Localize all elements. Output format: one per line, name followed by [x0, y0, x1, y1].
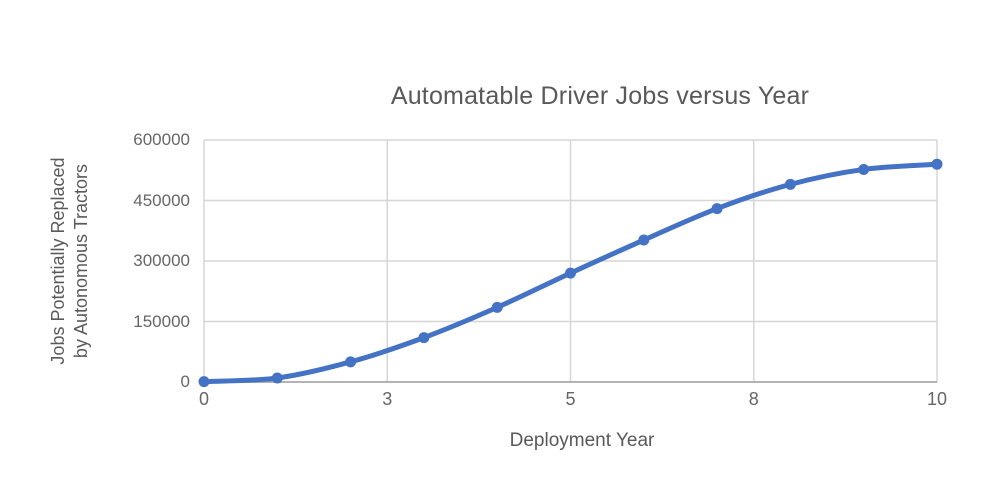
- data-point-marker: [638, 234, 650, 246]
- y-tick-label: 150000: [133, 311, 190, 331]
- y-axis-tick-labels: 0 150000 300000 450000 600000: [0, 0, 190, 487]
- data-point-marker: [931, 158, 943, 170]
- y-tick-label: 450000: [133, 190, 190, 210]
- x-tick-label: 3: [382, 389, 393, 409]
- plot-area: [198, 139, 943, 388]
- chart-title: Automatable Driver Jobs versus Year: [390, 82, 810, 110]
- data-point-marker: [784, 178, 796, 190]
- y-tick-label: 300000: [133, 251, 190, 270]
- x-tick-label: 5: [565, 389, 576, 409]
- data-point-marker: [345, 356, 357, 368]
- y-tick-label: 0: [180, 372, 190, 391]
- x-tick-label: 0: [198, 389, 210, 409]
- data-point-marker: [711, 203, 723, 215]
- x-axis-title: Deployment Year: [509, 430, 655, 451]
- y-tick-label: 600000: [133, 130, 190, 149]
- data-point-marker: [198, 376, 210, 388]
- data-point-marker: [418, 332, 430, 344]
- x-tick-label: 10: [926, 389, 948, 409]
- data-point-marker: [565, 267, 576, 279]
- data-point-marker: [858, 163, 870, 175]
- data-point-marker: [271, 372, 283, 384]
- data-point-marker: [491, 301, 503, 313]
- x-tick-label: 8: [748, 389, 759, 409]
